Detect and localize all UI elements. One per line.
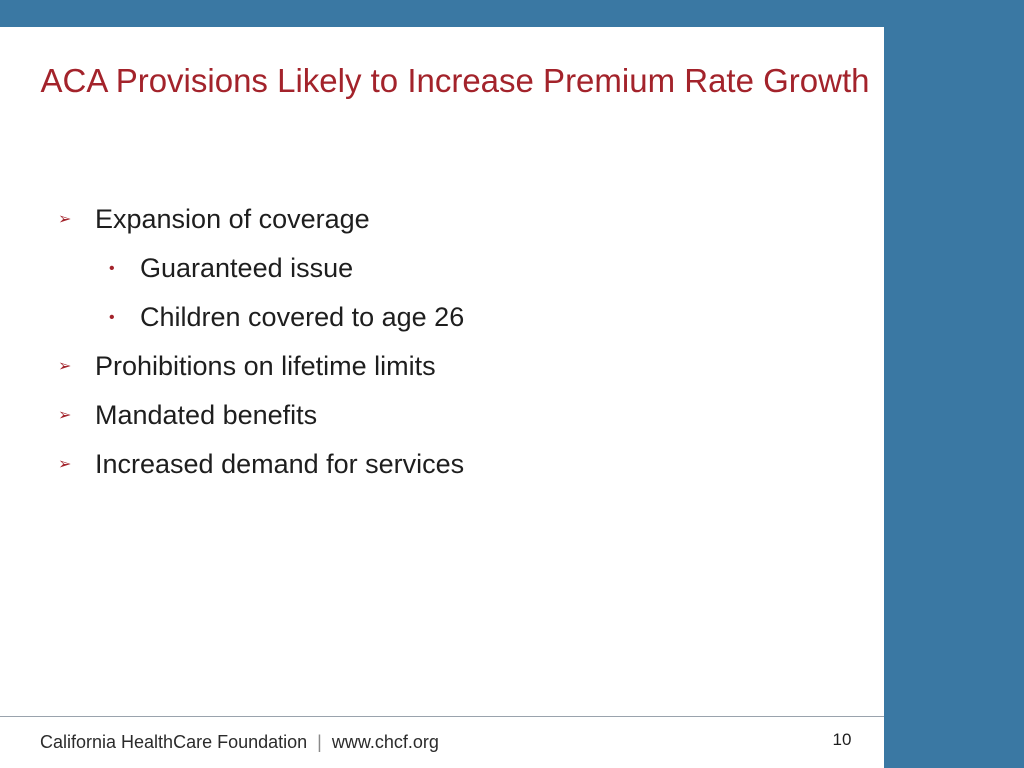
bullet-text: Prohibitions on lifetime limits [95, 351, 436, 381]
arrow-bullet-icon: ➢ [58, 211, 72, 228]
slide-panel [0, 27, 884, 768]
bullet-text: Children covered to age 26 [140, 302, 465, 332]
bullet-list: ➢ Expansion of coverage • Guaranteed iss… [58, 195, 858, 489]
top-accent-band [0, 0, 1024, 27]
sub-bullet-item: • Guaranteed issue [58, 244, 858, 293]
dot-bullet-icon: • [109, 309, 115, 326]
bullet-text: Increased demand for services [95, 449, 465, 479]
bullet-text: Mandated benefits [95, 400, 318, 430]
bullet-item: ➢ Expansion of coverage [58, 195, 858, 244]
arrow-bullet-icon: ➢ [58, 358, 72, 375]
dot-bullet-icon: • [109, 260, 115, 277]
arrow-bullet-icon: ➢ [58, 407, 72, 424]
page-number: 10 [832, 730, 852, 749]
footer-branding: California HealthCare Foundation | www.chc… [40, 731, 439, 753]
footer-separator: | [317, 732, 322, 752]
bullet-text: Expansion of coverage [95, 204, 370, 234]
bullet-item: ➢ Prohibitions on lifetime limits [58, 342, 858, 391]
arrow-bullet-icon: ➢ [58, 456, 72, 473]
footer-organization: California HealthCare Foundation [40, 732, 308, 752]
slide-title: ACA Provisions Likely to Increase Premiu… [40, 62, 870, 99]
footer-website: www.chcf.org [331, 732, 439, 752]
sub-bullet-item: • Children covered to age 26 [58, 293, 858, 342]
bullet-item: ➢ Increased demand for services [58, 440, 858, 489]
footer-divider [0, 716, 884, 717]
bullet-item: ➢ Mandated benefits [58, 391, 858, 440]
right-accent-band [884, 0, 1024, 768]
bullet-text: Guaranteed issue [140, 253, 354, 283]
